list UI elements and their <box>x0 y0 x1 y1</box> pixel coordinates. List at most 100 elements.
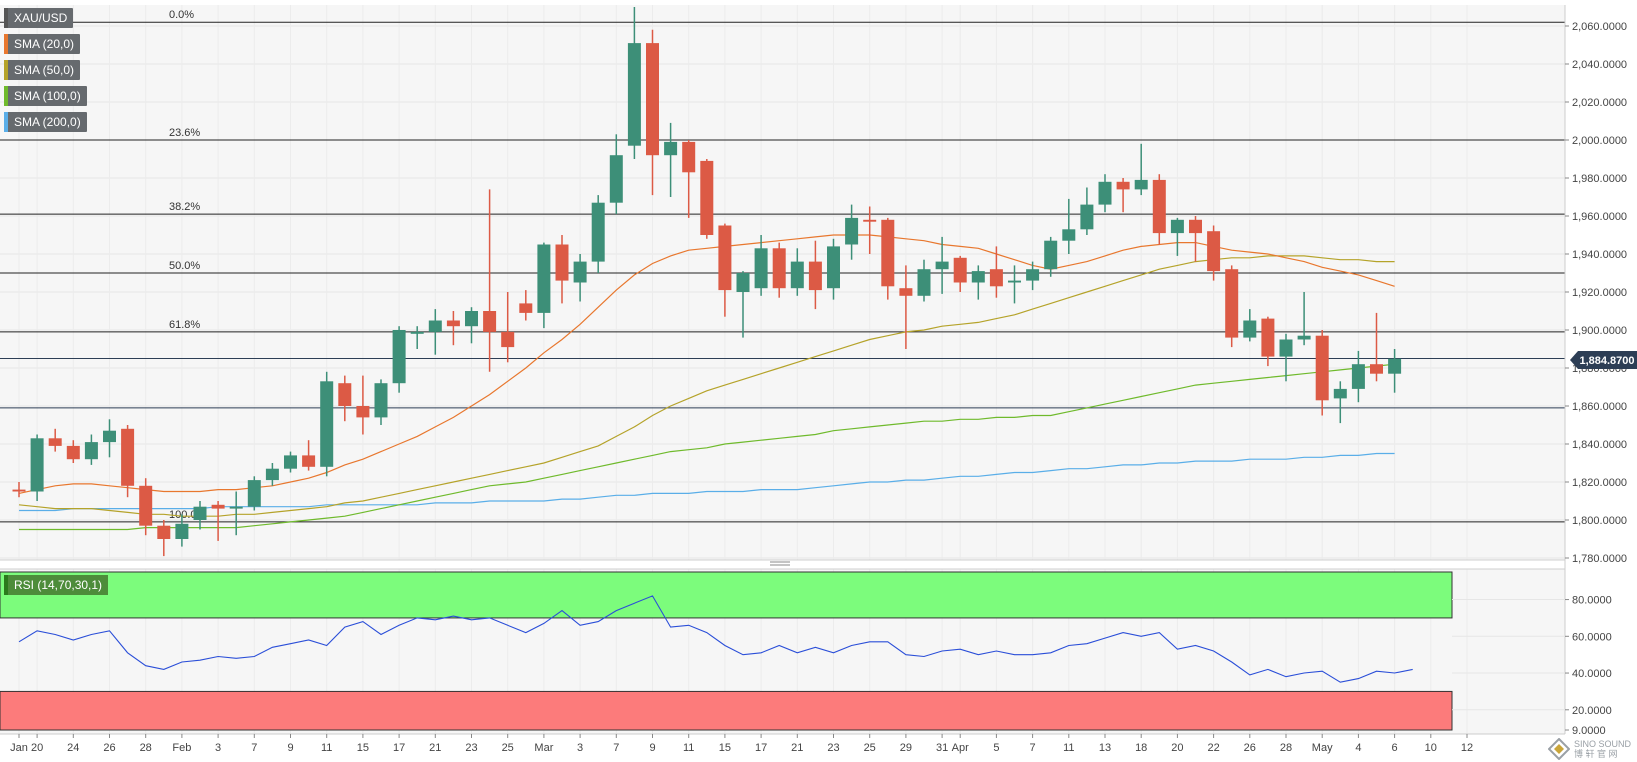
candle-body <box>1116 181 1130 190</box>
candle <box>1315 330 1329 416</box>
candle <box>121 425 135 498</box>
date-tick-label: 24 <box>67 742 79 754</box>
date-tick-label: Apr <box>952 742 969 754</box>
date-tick-label: 4 <box>1355 742 1361 754</box>
candle-body <box>845 217 859 245</box>
price-tick-label: 2,020.0000 <box>1572 97 1627 109</box>
candle <box>519 290 533 321</box>
candle <box>483 189 497 372</box>
candle-body <box>1189 219 1202 234</box>
candle-body <box>1315 335 1329 401</box>
watermark-logo: SINO SOUND 博 轩 官 网 <box>1547 738 1631 760</box>
candle <box>971 265 985 300</box>
candle-body <box>609 155 623 203</box>
date-tick-label: 29 <box>900 742 912 754</box>
candlestick-series <box>12 7 1402 557</box>
candle-body <box>265 468 279 481</box>
rsi-tick-label: 60.0000 <box>1572 631 1612 643</box>
candle-body <box>1388 358 1402 374</box>
candle-body <box>1207 231 1221 272</box>
candle <box>66 440 80 463</box>
candle-body <box>627 43 641 146</box>
date-tick-label: 26 <box>103 742 115 754</box>
rsi-legend-badge[interactable]: RSI (14,70,30,1) <box>4 575 109 595</box>
candle-body <box>139 485 153 526</box>
candle <box>1080 187 1094 235</box>
logo-text-bottom: 博 轩 官 网 <box>1573 749 1618 759</box>
legend-item[interactable]: SMA (200,0) <box>4 112 87 132</box>
candle-body <box>1026 269 1040 281</box>
legend-item[interactable]: SMA (100,0) <box>4 86 87 106</box>
date-tick-label: Jan <box>10 742 28 754</box>
candle <box>247 476 261 511</box>
price-tick-label: 1,860.0000 <box>1572 401 1627 413</box>
candle-body <box>1279 339 1293 357</box>
candle <box>1279 333 1293 382</box>
price-tick-label: 1,780.0000 <box>1572 553 1627 565</box>
date-tick-label: 28 <box>140 742 152 754</box>
date-tick-label: May <box>1312 742 1333 754</box>
date-tick-label: 28 <box>1280 742 1292 754</box>
price-tick-label: 1,980.0000 <box>1572 173 1627 185</box>
candle <box>12 482 26 498</box>
candle-body <box>1261 318 1275 357</box>
candle <box>754 235 768 296</box>
candle-body <box>1333 388 1347 399</box>
candle <box>84 434 98 465</box>
logo-icon <box>1547 738 1570 760</box>
candle-body <box>718 225 732 291</box>
candle-body <box>1008 280 1021 283</box>
candle <box>808 240 822 310</box>
candle <box>953 255 967 292</box>
legend-item[interactable]: SMA (50,0) <box>4 60 81 80</box>
date-tick-label: 21 <box>429 742 441 754</box>
candle <box>139 478 153 536</box>
candle <box>320 371 334 477</box>
rsi-line <box>18 595 1413 683</box>
date-tick-label: 10 <box>1425 742 1437 754</box>
date-tick-label: 7 <box>613 742 619 754</box>
candle <box>863 206 877 254</box>
candle <box>428 309 442 355</box>
current-price-tag: 1,884.8700 <box>1570 351 1637 369</box>
candle <box>917 259 931 302</box>
candle-body <box>682 141 696 173</box>
fib-level-label: 61.8% <box>169 319 200 331</box>
pane-splitter-handle[interactable] <box>770 561 790 566</box>
candle-body <box>935 261 949 270</box>
candle <box>1207 225 1221 281</box>
candle <box>157 520 171 557</box>
candle <box>682 140 696 218</box>
price-tick-label: 1,800.0000 <box>1572 515 1627 527</box>
rsi-tick-label: 40.0000 <box>1572 668 1612 680</box>
date-tick-label: 7 <box>1030 742 1036 754</box>
candle-body <box>917 269 931 296</box>
candle <box>1261 316 1275 367</box>
rsi-tick-label: 9.0000 <box>1572 725 1606 737</box>
candle-body <box>754 248 768 289</box>
date-tick-label: 6 <box>1392 742 1398 754</box>
date-tick-label: Feb <box>172 742 191 754</box>
price-axis: 1,780.0000 1,800.0000 1,820.0000 1,840.0000… <box>1564 5 1627 734</box>
legend-swatch <box>4 112 8 132</box>
legend-item[interactable]: XAU/USD <box>4 8 74 28</box>
sma100-line <box>19 363 1395 531</box>
date-tick-label: 9 <box>287 742 293 754</box>
legend-item[interactable]: SMA (20,0) <box>4 34 81 54</box>
rsi-tick-label: 80.0000 <box>1572 595 1612 607</box>
rsi-oversold-zone <box>0 690 1453 731</box>
legend-label: XAU/USD <box>14 11 68 25</box>
date-tick-label: 23 <box>827 742 839 754</box>
candle <box>935 236 949 294</box>
date-tick-label: 7 <box>251 742 257 754</box>
candle <box>1008 265 1021 304</box>
rsi-swatch <box>4 575 8 595</box>
candle-body <box>1243 320 1257 338</box>
candle-body <box>1225 269 1239 338</box>
candle <box>501 292 515 363</box>
candle <box>1170 217 1184 256</box>
candle <box>356 375 370 435</box>
candle <box>591 195 605 273</box>
candle-body <box>392 330 406 384</box>
candle-body <box>646 43 659 156</box>
